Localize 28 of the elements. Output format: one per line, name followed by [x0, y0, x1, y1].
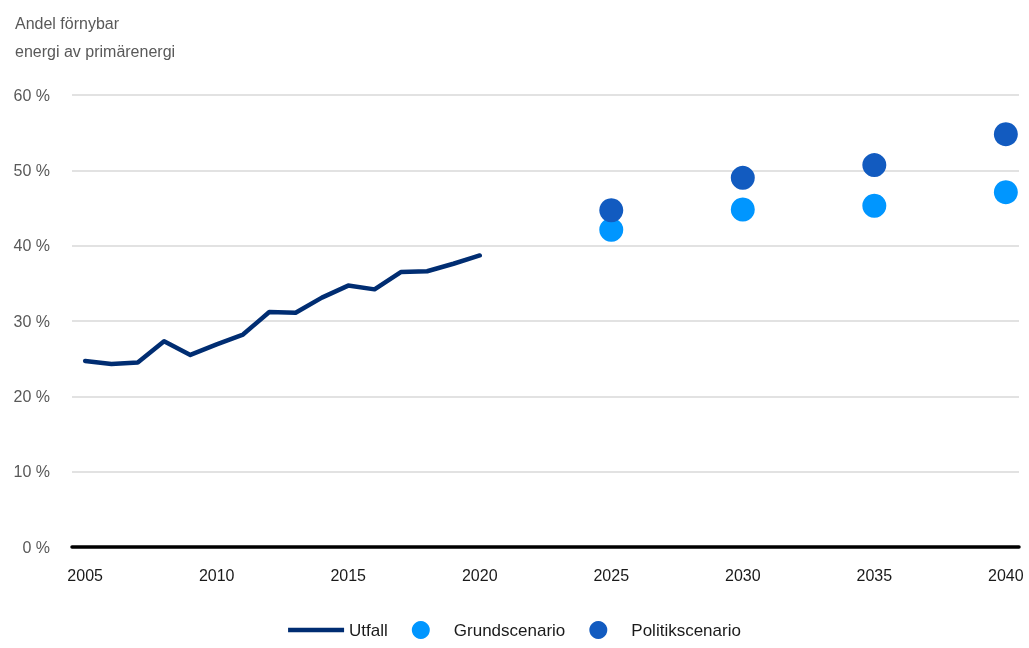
point — [993, 180, 1018, 205]
y-tick-label: 0 % — [22, 538, 50, 556]
legend-label: Grundscenario — [453, 620, 566, 640]
y-tick-label: 60 % — [13, 86, 50, 104]
legend-label: Politikscenario — [631, 620, 741, 640]
point — [599, 217, 624, 242]
x-tick-label: 2005 — [67, 566, 104, 584]
legend-label: Utfall — [349, 620, 388, 640]
y-tick-label: 40 % — [13, 237, 50, 255]
x-tick-label: 2030 — [724, 566, 761, 584]
y-tick-label: 30 % — [13, 312, 50, 330]
y-tick-label: 20 % — [13, 387, 50, 405]
point — [862, 193, 887, 218]
y-axis-title: Andel förnybar energi av primärenergi — [15, 14, 176, 60]
y-tick-label: 50 % — [13, 161, 50, 179]
x-tick-label: 2015 — [330, 566, 367, 584]
x-tick-label: 2010 — [198, 566, 235, 584]
point — [993, 122, 1018, 147]
point — [862, 153, 887, 178]
point — [730, 165, 755, 190]
point — [599, 198, 624, 223]
line-series — [82, 253, 482, 367]
y-tick-label: 10 % — [13, 463, 50, 481]
point — [730, 197, 755, 222]
x-tick-label: 2025 — [593, 566, 630, 584]
x-tick-label: 2020 — [461, 566, 498, 584]
x-tick-label: 2040 — [988, 566, 1024, 584]
x-tick-label: 2035 — [856, 566, 893, 584]
